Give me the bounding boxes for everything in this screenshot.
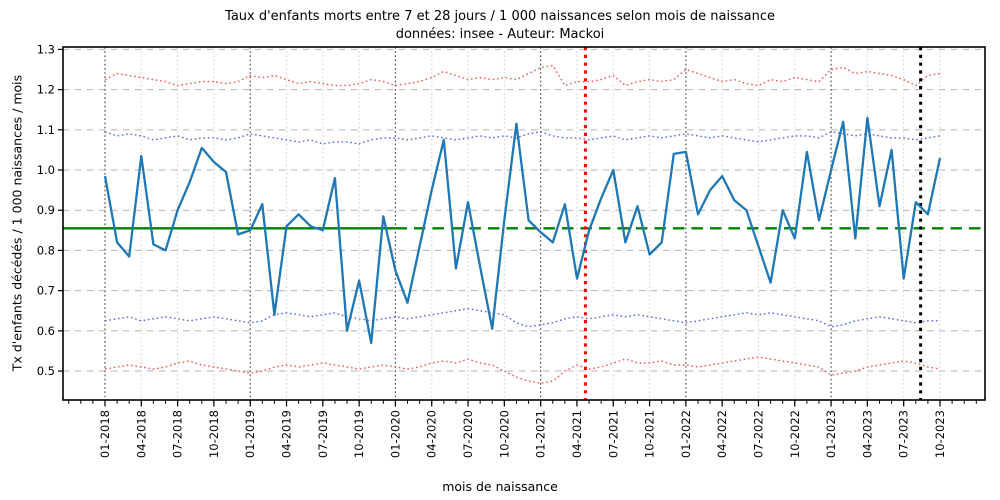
x-tick-label: 01-2021 xyxy=(534,410,548,458)
borne-inferieure-bleue-line xyxy=(104,307,940,328)
x-tick-label: 04-2022 xyxy=(715,410,729,458)
y-tick-label: 1.0 xyxy=(37,163,55,177)
x-tick-label: 04-2023 xyxy=(860,410,874,458)
x-axis-label: mois de naissance xyxy=(442,479,558,494)
x-tick-label: 01-2022 xyxy=(679,410,693,458)
y-tick-label: 1.3 xyxy=(37,42,55,56)
x-tick-label: 10-2023 xyxy=(933,410,947,458)
x-tick-label: 07-2022 xyxy=(751,410,765,458)
y-tick-label: 0.9 xyxy=(37,203,55,217)
x-tick-label: 10-2018 xyxy=(207,410,221,458)
borne-superieure-rouge-line xyxy=(104,64,941,87)
x-tick-label: 07-2018 xyxy=(171,410,185,458)
taux-mensuel-line xyxy=(103,116,942,345)
x-tick-label: 07-2023 xyxy=(897,410,911,458)
x-tick-label: 04-2020 xyxy=(425,410,439,458)
y-tick-label: 0.6 xyxy=(37,324,55,338)
plot-border xyxy=(62,46,986,401)
borne-inferieure-rouge-line xyxy=(104,356,941,384)
x-tick-label: 10-2019 xyxy=(352,410,366,458)
x-tick-label: 01-2019 xyxy=(243,410,257,458)
x-tick-label: 07-2021 xyxy=(606,410,620,458)
chart-subtitle: données: insee - Auteur: Mackoi xyxy=(395,27,605,42)
x-tick-label: 07-2019 xyxy=(316,410,330,458)
x-tick-label: 04-2018 xyxy=(134,410,148,458)
x-tick-label: 10-2021 xyxy=(643,410,657,458)
y-axis-label: Tx d'enfants décédés / 1 000 naissances … xyxy=(9,74,25,372)
x-tick-label: 01-2023 xyxy=(824,410,838,458)
borne-superieure-bleue-line xyxy=(104,131,941,145)
y-tick-label: 1.1 xyxy=(37,123,55,137)
x-tick-label: 10-2022 xyxy=(788,410,802,458)
x-tick-label: 01-2020 xyxy=(388,410,402,458)
y-tick-label: 0.7 xyxy=(37,284,55,298)
x-tick-label: 04-2019 xyxy=(280,410,294,458)
chart-title: Taux d'enfants morts entre 7 et 28 jours… xyxy=(225,9,775,24)
y-tick-label: 0.5 xyxy=(37,364,55,378)
x-tick-label: 07-2020 xyxy=(461,410,475,458)
x-tick-label: 10-2020 xyxy=(497,410,511,458)
y-tick-label: 1.2 xyxy=(37,83,55,97)
y-tick-label: 0.8 xyxy=(37,243,55,257)
x-tick-label: 01-2018 xyxy=(98,410,112,458)
x-tick-label: 04-2021 xyxy=(570,410,584,458)
